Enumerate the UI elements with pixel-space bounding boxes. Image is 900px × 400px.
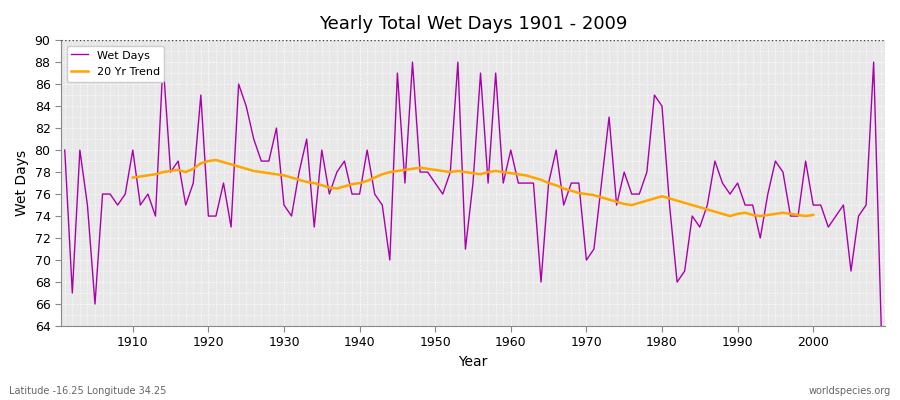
20 Yr Trend xyxy=(709,209,720,214)
Wet Days xyxy=(158,60,168,64)
20 Yr Trend xyxy=(309,181,320,186)
Wet Days xyxy=(513,181,524,186)
Title: Yearly Total Wet Days 1901 - 2009: Yearly Total Wet Days 1901 - 2009 xyxy=(319,15,627,33)
20 Yr Trend xyxy=(128,175,139,180)
Line: 20 Yr Trend: 20 Yr Trend xyxy=(133,160,814,216)
20 Yr Trend xyxy=(528,175,539,180)
Wet Days xyxy=(293,170,304,174)
20 Yr Trend xyxy=(211,158,221,162)
20 Yr Trend xyxy=(218,160,229,164)
Y-axis label: Wet Days: Wet Days xyxy=(15,150,29,216)
20 Yr Trend xyxy=(800,214,811,218)
20 Yr Trend xyxy=(293,177,304,182)
Text: Latitude -16.25 Longitude 34.25: Latitude -16.25 Longitude 34.25 xyxy=(9,386,166,396)
Wet Days xyxy=(876,324,886,328)
Wet Days xyxy=(604,115,615,120)
Line: Wet Days: Wet Days xyxy=(65,62,881,326)
20 Yr Trend xyxy=(808,212,819,217)
Wet Days xyxy=(120,192,130,196)
Wet Days xyxy=(59,148,70,152)
Legend: Wet Days, 20 Yr Trend: Wet Days, 20 Yr Trend xyxy=(67,46,164,82)
X-axis label: Year: Year xyxy=(458,355,488,369)
Text: worldspecies.org: worldspecies.org xyxy=(809,386,891,396)
20 Yr Trend xyxy=(724,214,735,218)
Wet Days xyxy=(506,148,517,152)
Wet Days xyxy=(339,159,350,164)
